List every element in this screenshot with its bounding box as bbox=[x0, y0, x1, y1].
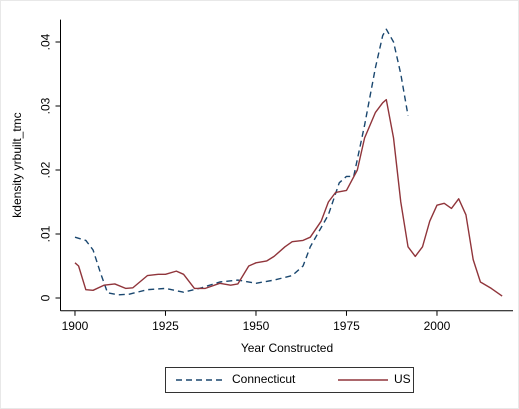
y-tick-label: .02 bbox=[39, 161, 53, 178]
x-tick-label: 1975 bbox=[333, 319, 360, 333]
x-tick-label: 2000 bbox=[424, 319, 451, 333]
legend-label: Connecticut bbox=[232, 372, 296, 386]
x-tick-label: 1950 bbox=[243, 319, 270, 333]
legend-label: US bbox=[394, 372, 411, 386]
x-tick-label: 1900 bbox=[62, 319, 89, 333]
y-tick-label: .03 bbox=[39, 97, 53, 114]
y-tick-label: 0 bbox=[39, 294, 53, 301]
line-series bbox=[74, 28, 409, 296]
y-tick-label: .04 bbox=[39, 33, 53, 50]
line-series bbox=[74, 98, 503, 297]
x-axis-title: Year Constructed bbox=[241, 341, 333, 355]
x-tick-label: 1925 bbox=[152, 319, 179, 333]
y-tick-label: .01 bbox=[39, 225, 53, 242]
y-axis-title: kdensity yrbuilt_tmc bbox=[10, 112, 24, 217]
